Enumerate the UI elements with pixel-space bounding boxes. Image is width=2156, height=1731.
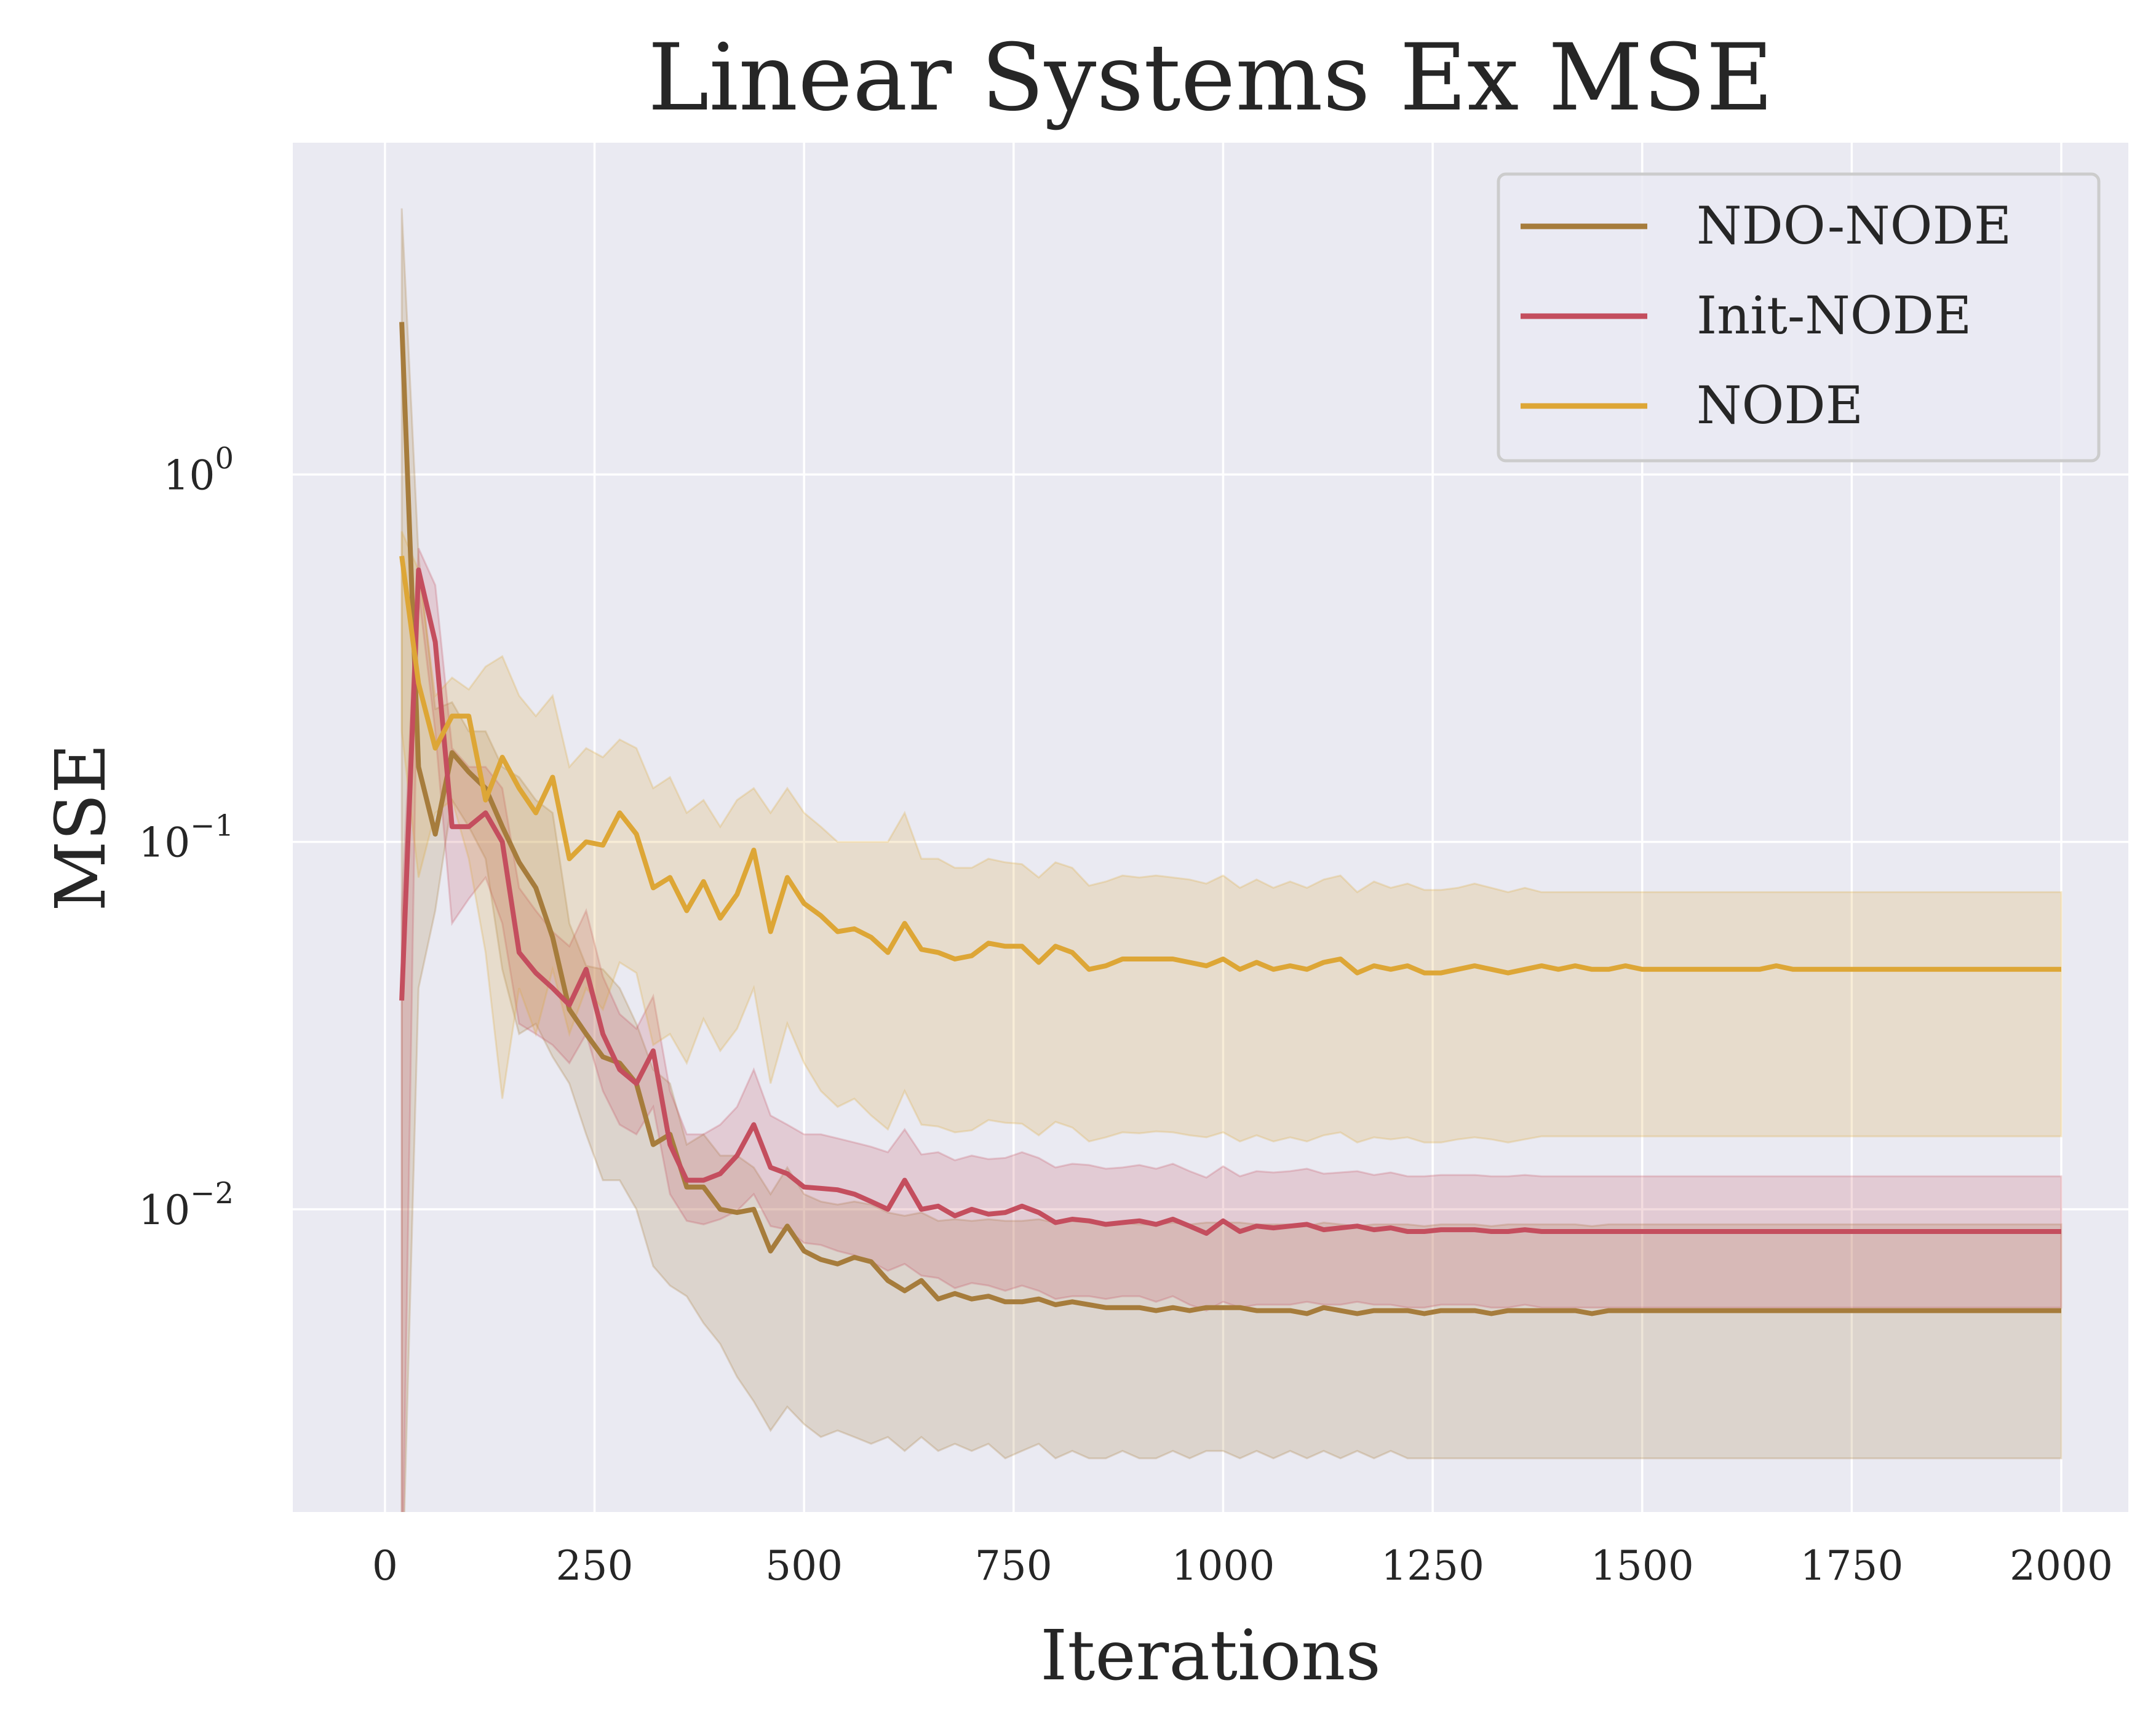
- x-tick-label: 250: [556, 1542, 634, 1590]
- x-tick-labels: 0 250 500 750 1000 1250 1500 1750 2000: [372, 1542, 2113, 1590]
- legend-box: [1497, 172, 2101, 463]
- y-axis-label: MSE: [41, 743, 121, 911]
- series-lines: [399, 322, 2061, 1316]
- confidence-bands: [400, 208, 2063, 1512]
- grid-lines: [293, 143, 2128, 1512]
- x-tick-label: 1250: [1381, 1542, 1484, 1590]
- x-tick-label: 1750: [1800, 1542, 1903, 1590]
- y-tick-label: 10−1: [138, 809, 234, 867]
- series-line-init-node: [399, 567, 2061, 1236]
- y-tick-label: 100: [163, 441, 234, 499]
- y-tick-label: 10−2: [138, 1176, 234, 1234]
- x-tick-label: 2000: [2010, 1542, 2113, 1590]
- band-ndo-node: [400, 208, 2063, 1512]
- chart-title: Linear Systems Ex MSE: [648, 25, 1773, 132]
- x-tick-label: 0: [372, 1542, 398, 1590]
- x-tick-label: 500: [765, 1542, 843, 1590]
- legend: NDO-NODE Init-NODE NODE: [1497, 172, 2101, 463]
- legend-label-init-node: Init-NODE: [1697, 285, 1971, 346]
- band-node: [400, 531, 2063, 1144]
- legend-label-ndo-node: NDO-NODE: [1697, 196, 2011, 256]
- y-tick-labels: 100 10−1 10−2: [138, 441, 234, 1234]
- x-axis-label: Iterations: [1040, 1616, 1381, 1696]
- x-tick-label: 750: [975, 1542, 1052, 1590]
- series-line-node: [399, 555, 2061, 976]
- legend-label-node: NODE: [1697, 375, 1863, 436]
- band-init-node: [400, 547, 2063, 1512]
- x-tick-label: 1000: [1171, 1542, 1275, 1590]
- x-tick-label: 1500: [1591, 1542, 1694, 1590]
